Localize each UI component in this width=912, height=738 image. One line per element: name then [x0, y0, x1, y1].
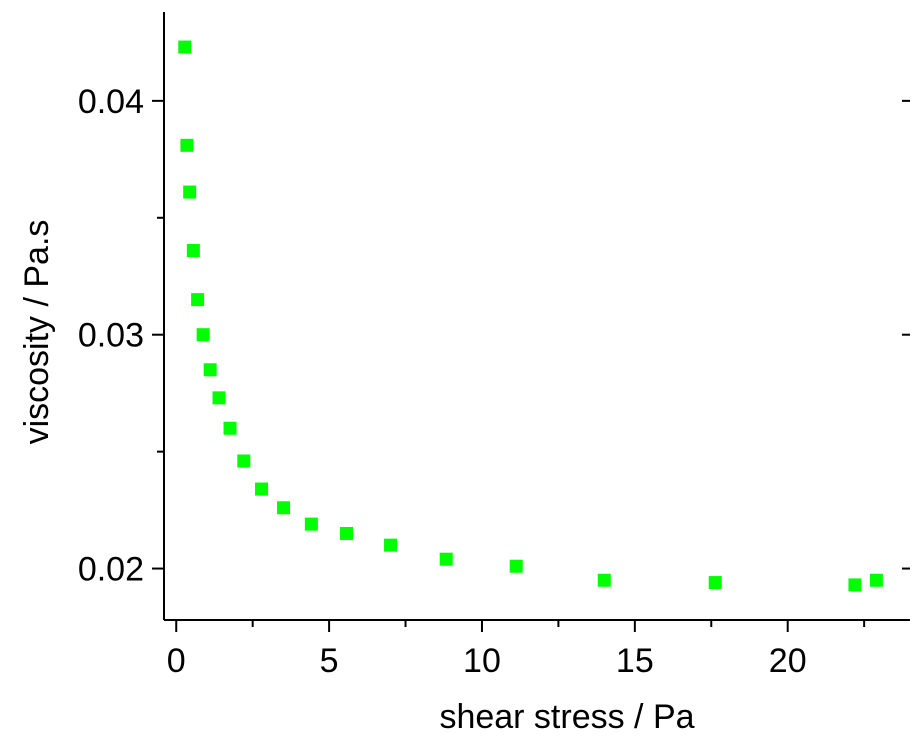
data-point: [203, 363, 217, 377]
x-axis-label: shear stress / Pa: [439, 698, 694, 736]
data-point: [597, 573, 611, 587]
x-tick-label: 5: [320, 642, 339, 680]
data-point: [183, 185, 197, 199]
data-point: [869, 573, 883, 587]
data-point: [191, 293, 205, 307]
data-point: [509, 559, 523, 573]
data-point: [848, 578, 862, 592]
data-point: [439, 552, 453, 566]
data-point: [178, 40, 192, 54]
x-tick-label: 20: [769, 642, 807, 680]
data-point: [384, 538, 398, 552]
data-point: [212, 391, 226, 405]
x-tick-label: 15: [616, 642, 654, 680]
x-axis-ticks: 0 5 10 15 20: [167, 620, 866, 680]
data-points: [178, 40, 883, 592]
data-point: [708, 576, 722, 590]
data-point: [277, 501, 291, 515]
data-point: [196, 328, 210, 342]
y-axis-label: viscosity / Pa.s: [18, 220, 56, 445]
x-tick-label: 0: [167, 642, 186, 680]
data-point: [180, 138, 194, 152]
data-point: [223, 421, 237, 435]
y-tick-label: 0.02: [78, 551, 144, 589]
data-point: [186, 244, 200, 258]
x-tick-label: 10: [463, 642, 501, 680]
y-axis-ticks: 0.02 0.03 0.04: [78, 83, 910, 589]
y-tick-label: 0.03: [78, 317, 144, 355]
data-point: [237, 454, 251, 468]
plot-frame: [163, 12, 910, 621]
data-point: [304, 517, 318, 531]
data-point: [255, 482, 269, 496]
data-point: [340, 526, 354, 540]
y-tick-label: 0.04: [78, 83, 144, 121]
